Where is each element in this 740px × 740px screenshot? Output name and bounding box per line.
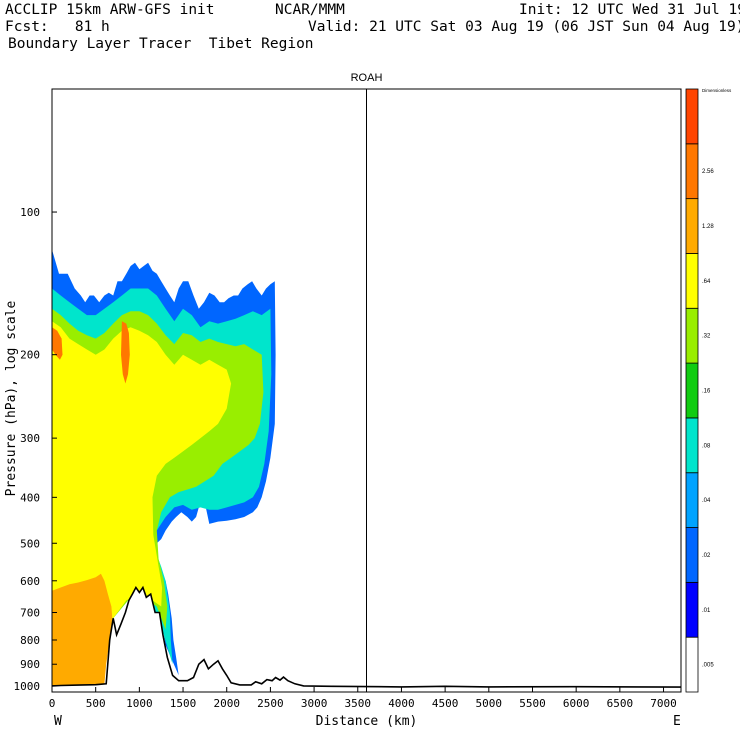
y-tick-label-500: 500 <box>20 537 40 550</box>
x-tick-label-6000: 6000 <box>563 697 590 710</box>
y-tick-label-900: 900 <box>20 658 40 671</box>
colorbar-box-5 <box>685 362 699 419</box>
y-tick-label-600: 600 <box>20 575 40 588</box>
colorbar-box-6 <box>685 307 699 364</box>
x-tick-label-0: 0 <box>49 697 56 710</box>
colorbar-label-1: .01 <box>702 608 711 614</box>
y-axis-label: Pressure (hPa), log scale <box>4 300 19 496</box>
x-tick-label-3000: 3000 <box>301 697 328 710</box>
y-axis: 100 200 300 400 500 600 700 800 900 1000 <box>14 206 57 693</box>
colorbar-label-4: .08 <box>702 443 711 449</box>
x-tick-label-2500: 2500 <box>257 697 284 710</box>
colorbar-label-6: .32 <box>702 334 711 340</box>
chart-title: ROAH <box>351 72 383 84</box>
colorbar-label-7: .64 <box>702 279 711 285</box>
colorbar: .005 .01 .02 .04 .08 .16 .32 .64 1.28 2.56 Dimensi… <box>685 88 732 693</box>
colorbar-box-7 <box>685 253 699 309</box>
colorbar-box-3 <box>685 472 699 528</box>
x-tick-label-1000: 1000 <box>126 697 153 710</box>
tracer-layer-4 <box>52 573 113 686</box>
y-tick-label-400: 400 <box>20 491 40 504</box>
x-axis: 0 500 1000 1500 2000 2500 3000 3500 4000 4500 5000… <box>49 687 677 710</box>
x-axis-label: Distance (km) <box>316 714 418 729</box>
x-tick-label-7000: 7000 <box>650 697 677 710</box>
colorbar-label-0: .005 <box>702 663 714 669</box>
header-line1-center: NCAR/MMM <box>275 2 345 18</box>
x-tick-label-6500: 6500 <box>607 697 634 710</box>
colorbar-label-5: .16 <box>702 389 711 395</box>
x-tick-label-4000: 4000 <box>388 697 415 710</box>
colorbar-box-0 <box>685 636 699 693</box>
west-label: W <box>54 714 62 729</box>
colorbar-box-8 <box>685 198 699 254</box>
y-tick-label-100: 100 <box>20 206 40 219</box>
y-tick-label-300: 300 <box>20 432 40 445</box>
colorbar-box-1 <box>685 581 699 638</box>
x-tick-label-3500: 3500 <box>345 697 372 710</box>
y-tick-label-800: 800 <box>20 634 40 647</box>
terrain-line <box>51 585 682 688</box>
colorbar-label-3: .04 <box>702 498 711 504</box>
east-label: E <box>673 714 681 729</box>
colorbar-box-2 <box>685 527 699 583</box>
terrain-mask <box>52 587 681 692</box>
tracer-field <box>52 249 276 686</box>
plot-frame <box>51 88 682 693</box>
colorbar-box-9 <box>685 143 699 200</box>
header-line2-left: Fcst: 81 h <box>5 19 110 35</box>
colorbar-label-9: 2.56 <box>702 169 714 175</box>
header-line3-left: Boundary Layer Tracer Tibet Region <box>8 36 314 52</box>
colorbar-box-4 <box>685 417 699 474</box>
colorbar-label-2: .02 <box>702 553 711 559</box>
header-line1-left: ACCLIP 15km ARW-GFS init <box>5 2 215 18</box>
y-tick-label-1000: 1000 <box>14 680 41 693</box>
colorbar-label-8: 1.28 <box>702 224 714 230</box>
x-tick-label-2000: 2000 <box>213 697 240 710</box>
x-tick-label-1500: 1500 <box>170 697 197 710</box>
y-tick-label-700: 700 <box>20 607 40 620</box>
x-tick-label-5500: 5500 <box>519 697 546 710</box>
x-tick-label-5000: 5000 <box>476 697 503 710</box>
tracer-layer-6 <box>121 321 130 384</box>
colorbar-label-10: Dimensionless <box>702 88 732 93</box>
x-tick-label-4500: 4500 <box>432 697 459 710</box>
colorbar-box-10 <box>685 88 699 145</box>
terrain <box>51 585 682 692</box>
header-line1-right: Init: 12 UTC Wed 31 Jul 19 <box>519 2 740 18</box>
y-tick-label-200: 200 <box>20 349 40 362</box>
header-line2-right: Valid: 21 UTC Sat 03 Aug 19 (06 JST Sun … <box>308 19 740 35</box>
tracer-layer-5 <box>52 327 63 360</box>
x-tick-label-500: 500 <box>86 697 106 710</box>
